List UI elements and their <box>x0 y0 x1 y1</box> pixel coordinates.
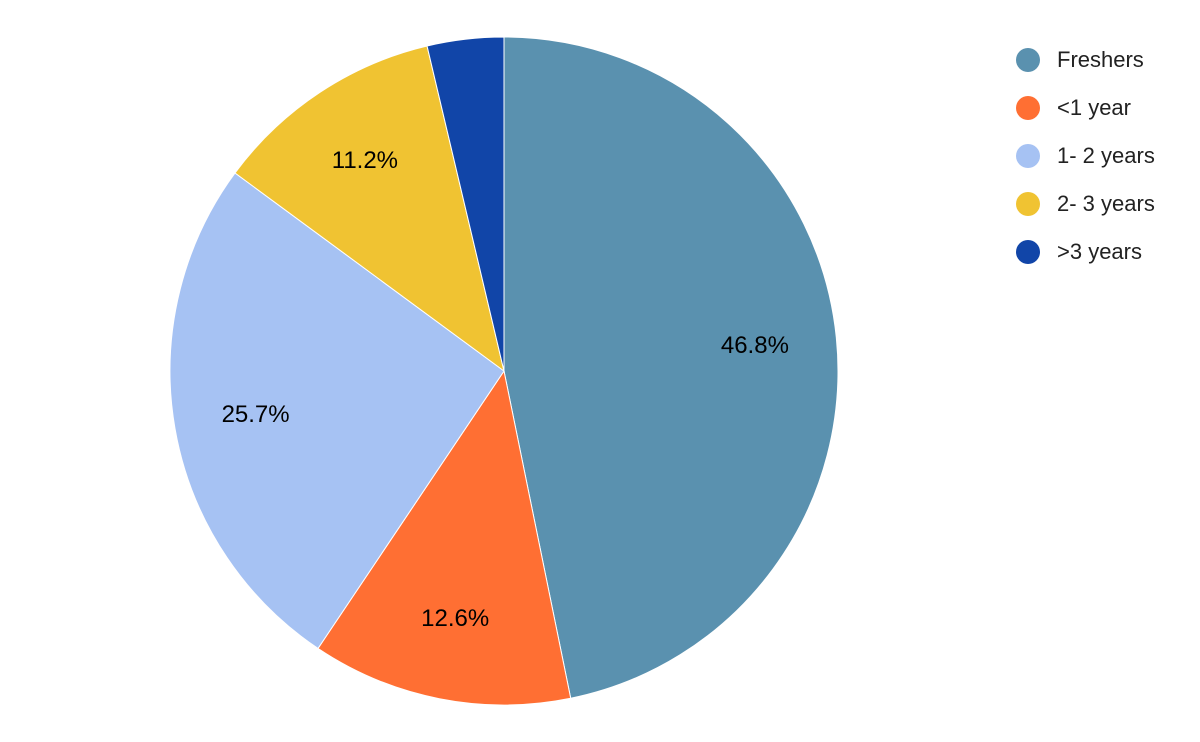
legend-label: 1- 2 years <box>1057 143 1155 168</box>
pie-slices <box>169 36 839 706</box>
pie-slice <box>426 36 505 372</box>
slice-value-label: 25.7% <box>222 401 290 428</box>
legend-swatch <box>1016 96 1040 120</box>
legend-label: 2- 3 years <box>1057 191 1155 216</box>
legend-item: 1- 2 years <box>1016 132 1155 180</box>
legend-swatch <box>1016 144 1040 168</box>
legend-label: Freshers <box>1057 47 1144 72</box>
pie-slice <box>169 172 505 650</box>
pie-slice <box>317 369 572 706</box>
pie-value-labels: 46.8% 12.6% 25.7% 11.2% <box>222 147 789 632</box>
legend-item: <1 year <box>1016 84 1155 132</box>
slice-value-label: 11.2% <box>332 147 398 174</box>
legend-item: Freshers <box>1016 36 1155 84</box>
slice-value-label: 12.6% <box>421 605 489 632</box>
slice-value-label: 46.8% <box>721 332 789 359</box>
legend-label: <1 year <box>1057 95 1131 120</box>
pie-slice <box>234 45 505 373</box>
legend-swatch <box>1016 192 1040 216</box>
legend-swatch <box>1016 48 1040 72</box>
legend-swatch <box>1016 240 1040 264</box>
chart-legend: Freshers <1 year 1- 2 years 2- 3 years >3 ye… <box>1016 36 1155 276</box>
legend-item: >3 years <box>1016 228 1155 276</box>
pie-slice <box>503 36 839 699</box>
legend-item: 2- 3 years <box>1016 180 1155 228</box>
legend-label: >3 years <box>1057 239 1142 264</box>
